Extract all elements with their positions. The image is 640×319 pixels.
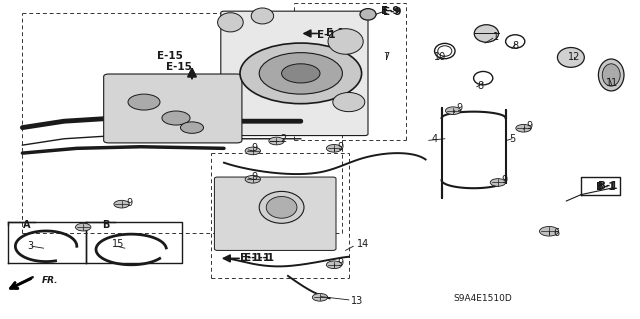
Circle shape	[516, 124, 531, 132]
Text: E-1: E-1	[326, 28, 345, 39]
Text: 7: 7	[383, 52, 389, 63]
Circle shape	[245, 175, 260, 183]
Text: E-1-1: E-1-1	[240, 253, 270, 263]
Text: S9A4E1510D: S9A4E1510D	[454, 294, 513, 303]
Text: 9: 9	[526, 121, 532, 131]
Text: B-1: B-1	[598, 181, 618, 191]
Text: 9: 9	[251, 143, 257, 153]
Circle shape	[326, 145, 342, 152]
Text: 1: 1	[493, 32, 499, 42]
Text: B: B	[102, 220, 109, 230]
Text: B-1: B-1	[596, 182, 616, 192]
Text: 8: 8	[512, 41, 518, 51]
Ellipse shape	[251, 8, 274, 24]
Circle shape	[259, 53, 342, 94]
Circle shape	[490, 179, 506, 186]
Ellipse shape	[259, 191, 304, 223]
Text: 9: 9	[456, 103, 463, 114]
Ellipse shape	[598, 59, 624, 91]
Circle shape	[282, 64, 320, 83]
Text: 10: 10	[434, 52, 447, 63]
Text: 4: 4	[432, 134, 438, 144]
FancyBboxPatch shape	[214, 177, 336, 250]
Circle shape	[445, 107, 461, 115]
Ellipse shape	[557, 48, 584, 67]
Text: A: A	[23, 220, 31, 230]
Text: 2: 2	[280, 134, 287, 144]
Circle shape	[76, 223, 91, 231]
Circle shape	[162, 111, 190, 125]
Text: 11: 11	[605, 78, 618, 88]
Text: E-1: E-1	[317, 30, 335, 40]
Circle shape	[326, 261, 342, 269]
Text: 8: 8	[477, 81, 483, 91]
Circle shape	[180, 122, 204, 133]
Text: 9: 9	[337, 258, 344, 268]
Circle shape	[540, 226, 559, 236]
Text: E-9: E-9	[381, 6, 399, 16]
Ellipse shape	[474, 25, 499, 42]
Text: 9: 9	[251, 172, 257, 182]
Text: E-15: E-15	[166, 62, 192, 72]
Ellipse shape	[602, 64, 620, 86]
Circle shape	[312, 293, 328, 301]
Ellipse shape	[328, 29, 364, 54]
Text: 6: 6	[554, 228, 560, 238]
Circle shape	[245, 147, 260, 155]
Circle shape	[240, 43, 362, 104]
Circle shape	[269, 137, 284, 145]
FancyBboxPatch shape	[104, 74, 242, 143]
Text: 15: 15	[112, 239, 125, 249]
Text: E-15: E-15	[157, 51, 182, 61]
Text: E-9: E-9	[383, 7, 401, 17]
Text: 5: 5	[509, 134, 515, 144]
Text: 9: 9	[337, 142, 344, 152]
Ellipse shape	[333, 93, 365, 112]
Circle shape	[114, 200, 129, 208]
Text: FR.: FR.	[42, 276, 58, 285]
Circle shape	[128, 94, 160, 110]
Ellipse shape	[218, 13, 243, 32]
FancyBboxPatch shape	[221, 11, 368, 136]
Text: 12: 12	[568, 52, 580, 63]
Text: 14: 14	[357, 239, 369, 249]
Text: E-1-1: E-1-1	[244, 253, 275, 263]
Text: 3: 3	[28, 241, 34, 251]
Ellipse shape	[266, 197, 297, 218]
Text: 13: 13	[351, 296, 363, 307]
Ellipse shape	[360, 9, 376, 20]
Text: 9: 9	[501, 175, 508, 185]
Text: 9: 9	[126, 197, 132, 208]
